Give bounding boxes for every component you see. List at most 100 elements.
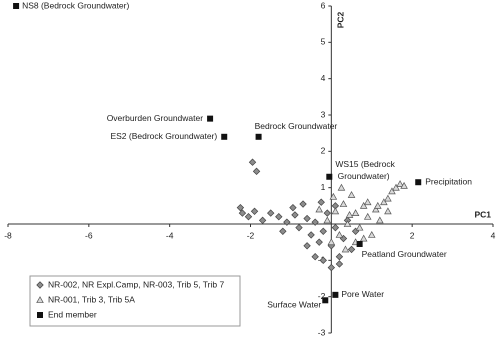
triangle-point [371,205,380,213]
point-annotation: WS15 (Bedrock Groundwater) [335,159,395,181]
triangle-point [355,223,364,231]
square-point [356,240,363,247]
diamond-point [283,218,291,226]
square-point [13,3,20,9]
y-tick-label: 6 [321,0,326,10]
diamond-point [303,242,311,250]
y-tick-label: -3 [318,327,326,337]
triangle-point [396,180,404,187]
square-point [37,312,43,318]
y-tick-label: 5 [321,37,326,47]
square-point [326,173,333,180]
triangle-point [343,220,352,227]
diamond-point [267,209,275,217]
diamond-point [295,223,303,232]
diamond-point [289,203,297,212]
point-annotation: Pore Water [341,289,384,299]
x-tick-label: 4 [491,230,496,240]
triangle-point [380,198,388,206]
triangle-point [315,205,324,213]
diamond-point [347,245,356,254]
triangle-point [351,209,360,217]
triangle-point [400,181,408,189]
triangle-point [367,230,376,238]
diamond-point [248,158,257,166]
diamond-point [252,167,261,176]
triangle-point [363,212,372,220]
triangle-point [345,210,354,218]
legend-label: NR-002, NR Expl.Camp, NR-003, Trib 5, Tr… [48,279,224,289]
square-point [332,291,339,298]
diamond-point [319,256,327,265]
diamond-point [323,209,331,217]
triangle-point [376,216,384,224]
x-tick-label: -6 [85,230,93,240]
triangle-point [323,216,332,224]
y-tick-label: 2 [321,146,326,156]
triangle-point [388,187,396,195]
y-tick-label: -2 [318,291,326,301]
diamond-point [250,207,259,215]
triangle-point [329,192,338,200]
triangle-point [384,194,392,202]
square-point [207,115,214,122]
y-tick-label: 1 [321,182,326,192]
x-axis-label: PC1 [474,209,491,219]
triangle-point [339,200,348,207]
y-tick-label: 3 [321,109,326,119]
point-annotation: Bedrock Groundwater [255,121,338,131]
triangle-point [359,234,368,242]
diamond-point [236,203,245,212]
diamond-point [258,216,267,225]
triangle-point [392,183,400,191]
diamond-point [335,253,344,261]
diamond-point [311,218,319,226]
diamond-point [317,198,325,206]
diamond-point [238,209,247,217]
point-annotation: Surface Water [267,300,321,310]
triangle-point [374,201,382,209]
diamond-point [311,253,319,261]
diamond-point [315,238,323,246]
diamond-point [327,263,336,272]
triangle-point [337,183,346,191]
triangle-point [363,198,372,206]
triangle-point [36,296,44,303]
triangle-point [331,207,340,215]
diamond-point [299,200,307,208]
square-point [221,133,228,140]
square-point [255,133,262,140]
x-tick-label: -2 [247,230,255,240]
diamond-point [244,213,253,221]
diamond-point [291,211,299,219]
point-annotation: Overburden Groundwater [107,113,204,123]
triangle-point [341,245,350,253]
triangle-point [335,230,344,238]
diamond-point [335,260,344,268]
point-annotation: Precipitation [425,176,472,186]
x-tick-label: -4 [166,230,174,240]
y-tick-label: 4 [321,73,326,83]
legend-box [29,275,241,327]
diamond-point [36,281,44,289]
y-axis-label: PC2 [336,11,346,28]
x-tick-label: -8 [4,230,12,240]
triangle-point [359,201,368,209]
x-tick-label: 2 [410,230,415,240]
point-annotation: NS8 (Bedrock Groundwater) [22,0,129,10]
triangle-point [384,207,392,215]
triangle-point [327,238,336,246]
point-annotation: ES2 (Bedrock Groundwater) [110,131,217,141]
diamond-point [279,227,287,235]
diamond-point [331,223,340,232]
diamond-point [319,227,327,235]
diamond-point [303,214,311,223]
square-point [322,297,329,304]
triangle-point [347,191,356,198]
diamond-point [275,213,283,221]
legend-label: NR-001, Trib 3, Trib 5A [48,294,135,304]
square-point [415,179,422,186]
legend-label: End member [48,309,97,319]
diamond-point [307,231,315,239]
